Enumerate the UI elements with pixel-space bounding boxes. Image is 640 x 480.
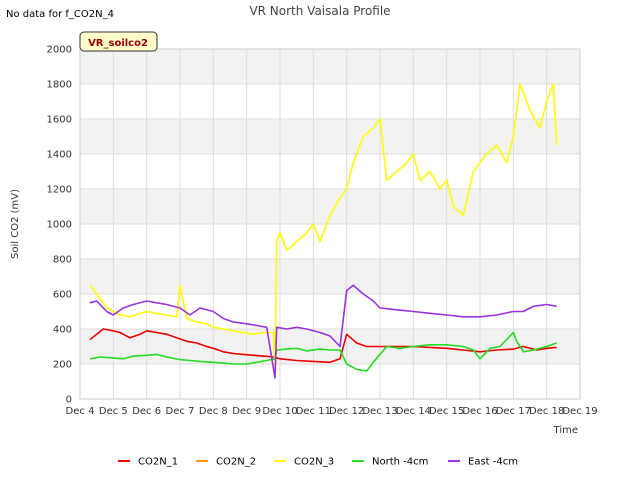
- y-tick-label: 0: [66, 395, 72, 406]
- x-axis-ticks: Dec 4 Dec 5 Dec 6 Dec 7 Dec 8 Dec 9 Dec 10Dec …: [66, 406, 598, 417]
- y-tick-label: 1000: [47, 220, 72, 231]
- y-tick-label: 800: [53, 255, 72, 266]
- chart-title: VR North Vaisala Profile: [249, 4, 390, 18]
- x-tick-label: Dec 17: [496, 406, 531, 417]
- x-tick-label: Dec 10: [262, 406, 297, 417]
- x-tick-label: Dec 16: [462, 406, 497, 417]
- x-tick-label: Dec 15: [429, 406, 464, 417]
- y-tick-label: 2000: [47, 45, 72, 56]
- y-tick-label: 1600: [47, 115, 72, 126]
- y-tick-label: 1800: [47, 80, 72, 91]
- x-tick-label: Dec 9: [232, 406, 261, 417]
- x-tick-label: Dec 18: [529, 406, 564, 417]
- x-tick-label: Dec 11: [296, 406, 331, 417]
- series-line-3: [89, 331, 557, 372]
- series-layer: [89, 83, 558, 379]
- badge-label: VR_soilco2: [88, 38, 148, 49]
- legend-label: East -4cm: [468, 457, 518, 468]
- x-tick-label: Dec 7: [166, 406, 195, 417]
- y-tick-label: 200: [53, 360, 72, 371]
- legend: CO2N_1 CO2N_2 CO2N_3 North -4cm East -4cm: [118, 457, 518, 468]
- y-tick-label: 1200: [47, 185, 72, 196]
- legend-label: CO2N_1: [138, 457, 178, 468]
- y-axis-ticks: 0 200 400 600 800 1000 1200 1400 1600 1800 2000: [47, 45, 72, 406]
- y-tick-label: 600: [53, 290, 72, 301]
- legend-label: CO2N_2: [216, 457, 256, 468]
- x-tick-label: Dec 6: [132, 406, 161, 417]
- x-tick-label: Dec 8: [199, 406, 228, 417]
- x-tick-label: Dec 12: [329, 406, 364, 417]
- x-tick-label: Dec 4: [66, 406, 95, 417]
- plot-band: [80, 259, 580, 294]
- plot-bands: [80, 49, 580, 364]
- x-tick-label: Dec 13: [362, 406, 397, 417]
- series-line-0: [89, 328, 557, 364]
- plot-band: [80, 49, 580, 84]
- x-tick-label: Dec 14: [396, 406, 431, 417]
- plot-band: [80, 189, 580, 224]
- y-tick-label: 1400: [47, 150, 72, 161]
- y-tick-label: 400: [53, 325, 72, 336]
- x-tick-label: Dec 19: [562, 406, 597, 417]
- legend-label: CO2N_3: [294, 457, 334, 468]
- y-axis-title: Soil CO2 (mV): [10, 189, 21, 259]
- series-line-4: [89, 284, 557, 379]
- no-data-note: No data for f_CO2N_4: [6, 9, 114, 20]
- series-line-2: [89, 83, 558, 374]
- plot-frame: [79, 48, 581, 400]
- legend-label: North -4cm: [372, 457, 428, 468]
- x-axis-title: Time: [553, 425, 578, 436]
- plot-band: [80, 329, 580, 364]
- badge: VR_soilco2: [79, 31, 158, 52]
- plot-band: [80, 119, 580, 154]
- badge-box: [79, 31, 158, 52]
- x-tick-label: Dec 5: [99, 406, 128, 417]
